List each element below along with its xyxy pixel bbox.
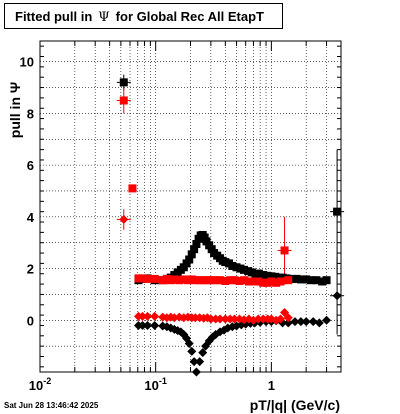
- data-point-square: [179, 275, 188, 284]
- data-point-square: [292, 274, 301, 283]
- data-point-diamond: [198, 348, 208, 358]
- error-bars: [116, 74, 345, 335]
- data-point-diamond: [150, 311, 160, 321]
- data-point-square: [143, 274, 152, 283]
- data-point-diamond: [215, 314, 225, 324]
- data-point-square: [221, 276, 230, 285]
- data-point-square: [272, 278, 281, 287]
- data-point-square: [302, 275, 311, 284]
- data-point-square: [187, 250, 196, 259]
- data-points: [119, 78, 342, 377]
- data-point-diamond: [308, 317, 318, 327]
- data-point-diamond: [150, 320, 160, 330]
- data-point-diamond: [322, 315, 332, 325]
- x-tick-label: 10-1: [144, 376, 166, 393]
- data-point-diamond: [332, 291, 342, 301]
- y-tick-label: 4: [27, 210, 35, 225]
- data-point-diamond: [290, 317, 300, 327]
- x-axis-title: pT/|q| (GeV/c): [250, 397, 340, 413]
- data-point-square: [175, 276, 184, 285]
- x-tick-label: 10-2: [29, 376, 51, 393]
- data-point-square: [190, 245, 199, 254]
- data-point-square: [158, 276, 167, 285]
- chart-title-prefix: Fitted pull in: [15, 9, 93, 24]
- y-tick-label: 8: [27, 106, 34, 121]
- data-point-square: [119, 96, 128, 105]
- data-point-diamond: [189, 357, 199, 367]
- y-tick-label: 0: [27, 313, 34, 328]
- data-point-diamond: [143, 311, 153, 321]
- data-point-diamond: [301, 317, 311, 327]
- data-point-square: [254, 277, 263, 286]
- data-point-diamond: [143, 320, 153, 330]
- data-point-diamond: [229, 314, 239, 324]
- data-point-square: [244, 277, 253, 286]
- data-point-square: [128, 184, 137, 193]
- data-point-square: [216, 276, 225, 285]
- data-point-square: [280, 246, 289, 255]
- data-point-square: [312, 276, 321, 285]
- data-point-square: [249, 277, 258, 286]
- data-point-square: [206, 276, 215, 285]
- data-point-square: [239, 276, 248, 285]
- data-point-diamond: [119, 214, 129, 224]
- chart-title-suffix: for Global Rec All EtapT: [115, 9, 264, 24]
- data-point-square: [192, 239, 201, 248]
- data-point-square: [185, 255, 194, 264]
- data-point-square: [150, 274, 159, 283]
- data-point-square: [276, 277, 285, 286]
- data-point-diamond: [283, 318, 293, 328]
- y-tick-label: 6: [27, 158, 34, 173]
- data-point-diamond: [184, 339, 194, 349]
- chart-title-symbol: Ψ: [98, 10, 110, 25]
- data-point-square: [211, 276, 220, 285]
- timestamp: Sat Jun 28 13:46:42 2025: [4, 401, 99, 410]
- data-point-diamond: [258, 314, 268, 324]
- data-point-diamond: [283, 313, 293, 323]
- data-point-square: [119, 78, 128, 87]
- data-point-square: [191, 276, 200, 285]
- data-point-square: [235, 276, 244, 285]
- data-point-diamond: [195, 357, 205, 367]
- y-tick-label: 10: [20, 55, 34, 70]
- data-point-diamond: [138, 320, 148, 330]
- data-point-square: [318, 277, 327, 286]
- data-point-square: [322, 276, 331, 285]
- data-point-square: [230, 276, 239, 285]
- data-point-square: [134, 274, 143, 283]
- data-point-square: [267, 277, 276, 286]
- grid-lines: [39, 41, 342, 372]
- data-point-diamond: [253, 314, 263, 324]
- data-point-diamond: [206, 314, 216, 324]
- data-point-square: [138, 274, 147, 283]
- data-point-square: [254, 269, 263, 278]
- data-point-diamond: [220, 314, 230, 324]
- data-point-square: [263, 271, 272, 280]
- data-point-square: [170, 275, 179, 284]
- x-tick-label: 1: [268, 378, 275, 393]
- data-point-square: [306, 276, 315, 285]
- data-point-square: [296, 275, 305, 284]
- data-point-square: [239, 265, 248, 274]
- data-point-square: [284, 276, 293, 285]
- data-point-diamond: [314, 318, 324, 328]
- data-point-square: [195, 276, 204, 285]
- data-point-square: [259, 278, 268, 287]
- y-tick-label: 2: [27, 262, 34, 277]
- data-point-square: [228, 261, 237, 270]
- data-point-diamond: [296, 317, 306, 327]
- y-axis-title: pull in Ψ: [7, 82, 23, 138]
- data-point-diamond: [276, 314, 286, 324]
- data-point-diamond: [138, 311, 148, 321]
- data-point-square: [226, 276, 235, 285]
- data-point-diamond: [187, 346, 197, 356]
